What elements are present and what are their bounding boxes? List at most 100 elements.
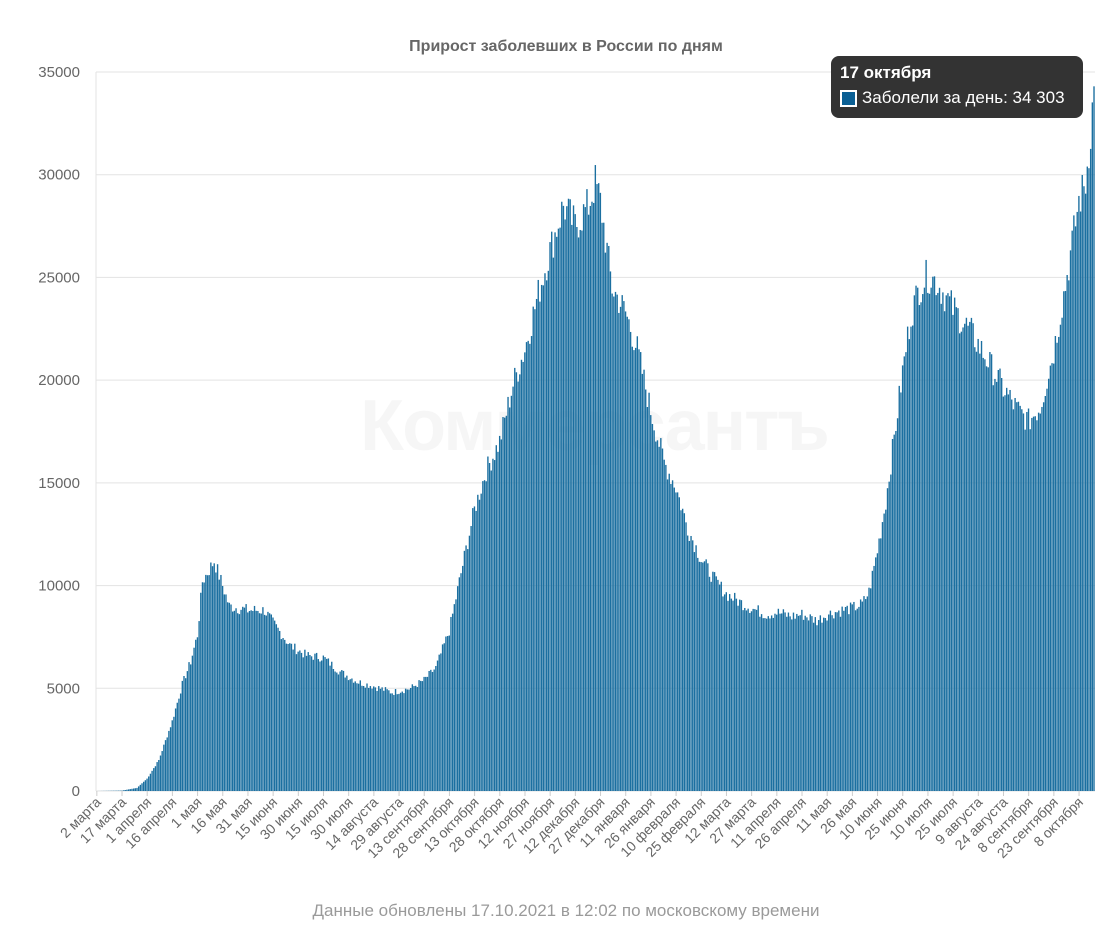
bar[interactable] <box>637 336 638 791</box>
bar[interactable] <box>595 165 596 791</box>
bar[interactable] <box>979 354 980 791</box>
bar[interactable] <box>1046 389 1047 791</box>
bar[interactable] <box>885 510 886 791</box>
bar[interactable] <box>437 661 438 791</box>
bar[interactable] <box>173 717 174 791</box>
bar[interactable] <box>529 344 530 791</box>
bar[interactable] <box>754 609 755 791</box>
bar[interactable] <box>977 339 978 791</box>
bar[interactable] <box>135 788 136 791</box>
bar[interactable] <box>553 258 554 791</box>
bar[interactable] <box>412 684 413 791</box>
bar[interactable] <box>350 679 351 791</box>
bar[interactable] <box>390 693 391 791</box>
bar[interactable] <box>862 602 863 791</box>
bar[interactable] <box>647 407 648 791</box>
bar[interactable] <box>375 687 376 791</box>
bar[interactable] <box>566 206 567 791</box>
bar[interactable] <box>229 603 230 791</box>
bar[interactable] <box>212 566 213 791</box>
bar[interactable] <box>590 206 591 791</box>
bar[interactable] <box>284 640 285 791</box>
bar[interactable] <box>1063 291 1064 791</box>
bar[interactable] <box>544 273 545 791</box>
bar[interactable] <box>1028 409 1029 791</box>
bar[interactable] <box>736 599 737 791</box>
bar[interactable] <box>763 618 764 791</box>
bar[interactable] <box>593 203 594 791</box>
bar[interactable] <box>511 396 512 791</box>
bar[interactable] <box>810 614 811 791</box>
bar[interactable] <box>188 662 189 791</box>
bar[interactable] <box>746 610 747 791</box>
bar[interactable] <box>272 618 273 791</box>
bar[interactable] <box>160 756 161 791</box>
bar[interactable] <box>287 644 288 791</box>
bar[interactable] <box>643 370 644 791</box>
bar[interactable] <box>549 242 550 791</box>
bar[interactable] <box>655 442 656 791</box>
bar[interactable] <box>308 652 309 791</box>
bar[interactable] <box>455 599 456 791</box>
bar[interactable] <box>192 656 193 791</box>
bar[interactable] <box>717 580 718 791</box>
bar[interactable] <box>959 333 960 791</box>
bar[interactable] <box>244 608 245 791</box>
bar[interactable] <box>306 656 307 791</box>
bar[interactable] <box>146 779 147 791</box>
bar[interactable] <box>702 563 703 791</box>
bar[interactable] <box>521 360 522 791</box>
bar[interactable] <box>1093 86 1094 791</box>
bar[interactable] <box>919 305 920 791</box>
bar[interactable] <box>1006 388 1007 791</box>
bar[interactable] <box>475 511 476 791</box>
bar[interactable] <box>961 332 962 791</box>
bar[interactable] <box>165 740 166 791</box>
bar[interactable] <box>645 390 646 792</box>
bar[interactable] <box>1019 406 1020 791</box>
bar[interactable] <box>259 613 260 791</box>
bar[interactable] <box>291 644 292 791</box>
bar[interactable] <box>742 610 743 791</box>
bar[interactable] <box>435 666 436 791</box>
bar[interactable] <box>1013 409 1014 791</box>
bar[interactable] <box>998 370 999 791</box>
bar[interactable] <box>606 243 607 791</box>
bar[interactable] <box>685 522 686 791</box>
bar[interactable] <box>348 680 349 791</box>
bar[interactable] <box>433 670 434 791</box>
bar[interactable] <box>1043 402 1044 791</box>
bar[interactable] <box>360 680 361 791</box>
bar[interactable] <box>309 655 310 791</box>
bar[interactable] <box>1023 413 1024 791</box>
bar[interactable] <box>823 618 824 791</box>
bar[interactable] <box>870 588 871 791</box>
bar[interactable] <box>343 671 344 791</box>
bar[interactable] <box>836 612 837 791</box>
bar[interactable] <box>657 440 658 791</box>
bar[interactable] <box>1058 337 1059 791</box>
bar[interactable] <box>172 720 173 791</box>
bar[interactable] <box>264 615 265 791</box>
bar[interactable] <box>363 686 364 791</box>
bar[interactable] <box>428 671 429 791</box>
bar[interactable] <box>1008 394 1009 791</box>
bar[interactable] <box>1053 364 1054 791</box>
bar[interactable] <box>208 575 209 791</box>
bar[interactable] <box>240 610 241 791</box>
bar[interactable] <box>996 382 997 791</box>
bar[interactable] <box>1024 430 1025 791</box>
bar[interactable] <box>403 693 404 791</box>
bar[interactable] <box>427 677 428 791</box>
bar[interactable] <box>910 327 911 791</box>
bar[interactable] <box>914 295 915 791</box>
bar[interactable] <box>548 271 549 791</box>
bar[interactable] <box>536 299 537 791</box>
bar[interactable] <box>289 643 290 791</box>
bar[interactable] <box>778 609 779 791</box>
bar[interactable] <box>1061 318 1062 791</box>
bar[interactable] <box>183 676 184 791</box>
bar[interactable] <box>232 612 233 791</box>
bar[interactable] <box>447 636 448 791</box>
bar[interactable] <box>193 648 194 791</box>
